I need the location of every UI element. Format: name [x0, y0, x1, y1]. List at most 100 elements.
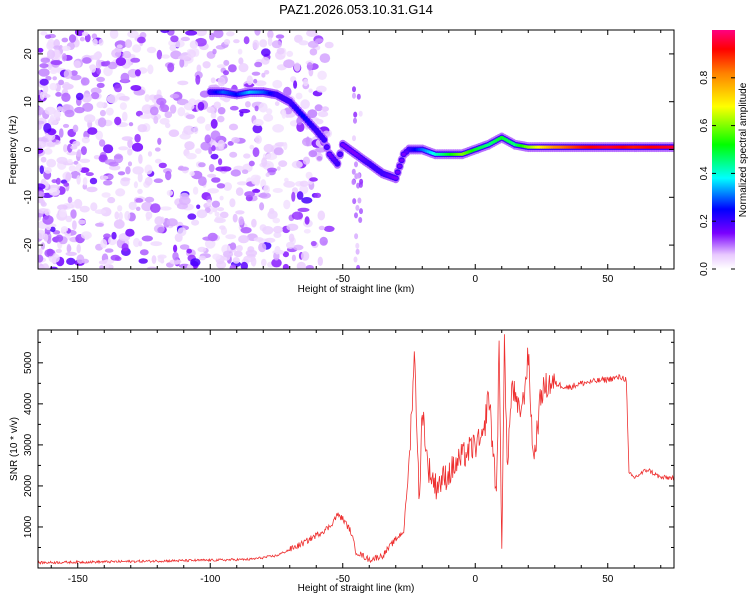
noise-blob — [204, 134, 212, 144]
noise-blob — [217, 115, 225, 123]
noise-blob — [353, 256, 358, 263]
noise-blob — [98, 139, 106, 147]
noise-blob — [306, 62, 313, 71]
noise-blob — [89, 177, 98, 185]
noise-blob — [61, 37, 69, 43]
noise-blob — [184, 141, 195, 151]
noise-blob — [206, 199, 212, 207]
noise-blob — [59, 128, 64, 138]
noise-blob — [81, 31, 89, 37]
noise-blob — [211, 145, 216, 152]
noise-blob — [76, 254, 85, 264]
noise-blob — [357, 197, 362, 204]
noise-blob — [266, 108, 273, 115]
noise-blob — [131, 142, 144, 152]
noise-blob — [39, 63, 49, 69]
noise-blob — [254, 135, 262, 144]
noise-blob — [105, 107, 114, 116]
noise-blob — [100, 239, 108, 249]
noise-blob — [39, 78, 49, 86]
noise-blob — [176, 98, 189, 106]
colorbar-label: Normalized spectral amplitude — [738, 82, 749, 217]
colorbar-tick-label: 0.4 — [699, 166, 710, 180]
noise-blob — [67, 159, 73, 164]
noise-blob — [116, 44, 123, 49]
ridge-core — [322, 138, 327, 142]
noise-blob — [38, 137, 48, 142]
noise-blob — [288, 233, 295, 243]
noise-blob — [149, 106, 159, 116]
x-tick-label: -100 — [200, 574, 220, 585]
noise-blob — [144, 94, 150, 103]
noise-blob — [258, 102, 268, 113]
noise-blob — [49, 114, 55, 122]
noise-blob — [185, 153, 197, 160]
noise-blob — [238, 235, 250, 244]
noise-blob — [252, 118, 264, 127]
noise-blob — [38, 208, 49, 214]
noise-blob — [40, 242, 46, 250]
noise-blob — [69, 201, 76, 209]
noise-blob — [98, 260, 107, 265]
noise-blob — [144, 196, 155, 203]
x-tick-label: -100 — [200, 274, 220, 285]
noise-blob — [89, 64, 97, 73]
noise-blob — [222, 250, 234, 258]
y-tick-label: 4000 — [23, 392, 34, 415]
noise-blob — [283, 181, 296, 188]
noise-blob — [219, 211, 229, 219]
noise-blob — [299, 180, 309, 187]
noise-blob — [275, 34, 285, 39]
noise-blob — [310, 240, 317, 247]
noise-blob — [86, 186, 98, 193]
x-tick-label: 0 — [472, 574, 478, 585]
noise-blob — [323, 225, 335, 232]
noise-blob — [271, 258, 282, 268]
noise-blob — [291, 191, 296, 202]
noise-blob — [77, 219, 86, 225]
noise-blob — [130, 57, 141, 63]
noise-blob — [319, 53, 331, 63]
noise-blob — [96, 76, 105, 82]
noise-blob — [68, 165, 77, 172]
noise-blob — [147, 151, 153, 157]
noise-blob — [229, 105, 239, 111]
noise-blob — [138, 258, 148, 264]
noise-blob — [39, 91, 45, 101]
noise-blob — [93, 155, 100, 160]
noise-blob — [251, 71, 261, 76]
noise-blob — [241, 169, 249, 174]
noise-blob — [96, 101, 105, 109]
noise-blob — [146, 266, 158, 269]
noise-blob — [198, 255, 206, 261]
x-tick-label: -150 — [68, 274, 88, 285]
y-tick-label: 3000 — [23, 433, 34, 456]
noise-blob — [121, 136, 133, 142]
noise-blob — [298, 40, 309, 46]
snr-axes: -150 -100 -50 0 50 1000 2000 3000 4000 5000 — [23, 330, 674, 585]
noise-blob — [286, 223, 299, 231]
noise-blob — [265, 172, 270, 177]
noise-blob — [316, 85, 327, 93]
ridge-core — [294, 107, 299, 111]
ridge-core — [335, 162, 340, 166]
noise-blob — [114, 116, 122, 126]
noise-blob — [308, 88, 313, 93]
noise-blob — [217, 76, 226, 87]
noise-blob — [272, 225, 283, 234]
noise-blob — [74, 106, 85, 114]
noise-blob — [316, 156, 323, 161]
noise-blob — [75, 92, 84, 101]
noise-blob — [213, 30, 224, 39]
noise-blob — [73, 160, 79, 165]
noise-blob — [273, 147, 284, 156]
noise-blob — [50, 60, 63, 66]
noise-blob — [318, 225, 325, 231]
noise-blob — [137, 124, 148, 133]
noise-blob — [40, 201, 47, 207]
noise-blob — [185, 30, 198, 36]
noise-blob — [351, 168, 356, 175]
ridge-core — [397, 164, 402, 168]
noise-blob — [216, 64, 226, 69]
